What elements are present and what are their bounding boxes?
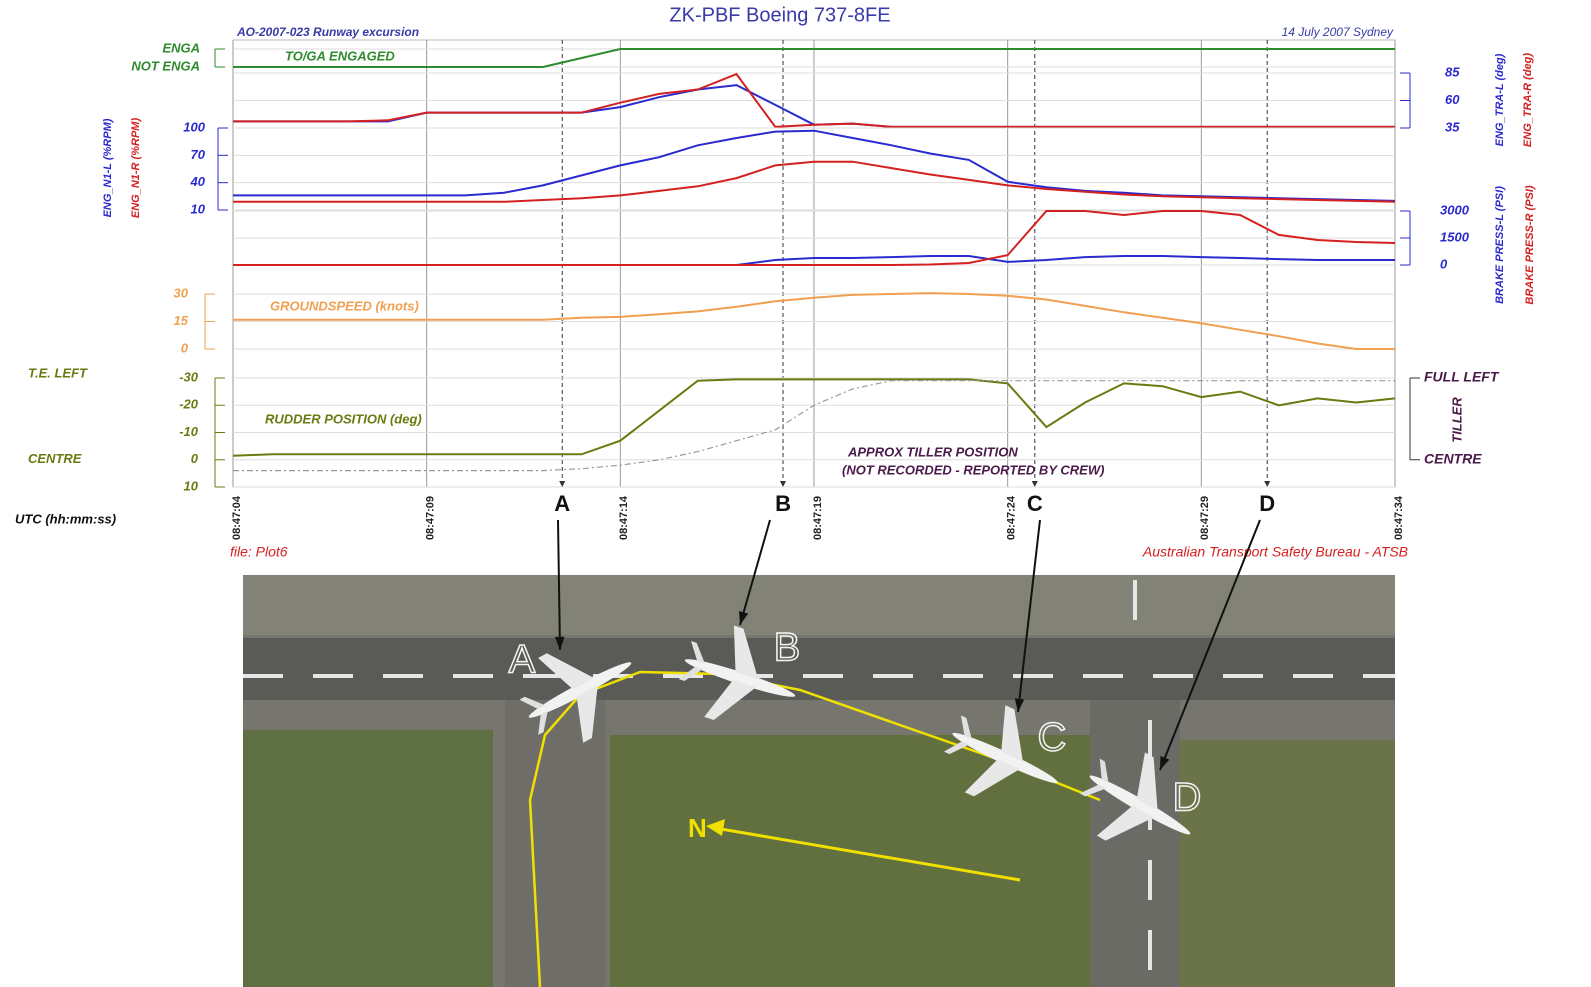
y-tick-label: 1500 [1440,229,1470,244]
photo-label: D [1173,776,1202,820]
series-name: ENG_N1-L (%RPM) [102,118,114,217]
event-marker [1264,481,1270,487]
y-tick-label: 10 [191,201,206,216]
aerial-photo [243,575,1395,987]
side-label: FULL LEFT [1424,369,1500,385]
annotation: (NOT RECORDED - REPORTED BY CREW) [842,462,1104,477]
axis-label: TILLER [1449,397,1464,443]
series-name: GROUNDSPEED (knots) [270,298,419,313]
photo-label: C [1038,716,1067,760]
event-marker [1032,481,1038,487]
y-tick-label: 0 [181,340,189,355]
footer: Australian Transport Safety Bureau - ATS… [1142,544,1408,560]
photo-label: B [774,626,801,670]
event-marker [780,481,786,487]
x-tick-label: 08:47:09 [425,496,437,540]
y-tick-label: 100 [183,119,205,134]
y-tick-label: 85 [1445,64,1460,79]
y-tick-label: 30 [174,285,189,300]
x-tick-label: 08:47:19 [812,496,824,540]
event-label: A [554,491,570,516]
event-label: C [1027,491,1043,516]
x-tick-label: 08:47:29 [1199,496,1211,540]
y-tick-label: 35 [1445,119,1460,134]
y-tick-label: NOT ENGA [131,58,200,73]
x-tick-label: 08:47:04 [231,495,243,540]
y-tick-label: ENGA [162,40,200,55]
y-tick-label: 60 [1445,92,1460,107]
series-name: BRAKE PRESS-L (PSI) [1494,186,1506,304]
subtitle: 14 July 2007 Sydney [1282,25,1394,39]
y-tick-label: 70 [191,147,206,162]
subtitle: AO-2007-023 Runway excursion [236,25,419,39]
event-label: D [1259,491,1275,516]
y-tick-label: -20 [179,397,199,412]
y-tick-label: 10 [184,478,199,493]
y-tick-label: -30 [179,369,199,384]
x-tick-label: 08:47:34 [1393,495,1405,540]
event-label: B [775,491,791,516]
photo-label: A [509,638,536,682]
series-name: ENG_TRA-L (deg) [1494,53,1506,146]
y-tick-label: 40 [190,174,206,189]
y-tick-label: 0 [191,451,199,466]
y-tick-label: -10 [179,424,199,439]
x-tick-label: 08:47:24 [1006,495,1018,540]
side-label: CENTRE [28,451,82,466]
y-tick-label: 0 [1440,256,1448,271]
x-tick-label: 08:47:14 [618,495,630,540]
series-name: APPROX TILLER POSITION [847,444,1018,459]
footer: file: Plot6 [230,544,288,560]
north-label: N [688,813,707,843]
y-tick-label: 15 [174,313,189,328]
event-marker [559,481,565,487]
side-label: CENTRE [1424,450,1482,466]
series-name: TO/GA ENGAGED [285,48,395,63]
series-name: ENG_TRA-R (deg) [1522,53,1534,147]
series-name: ENG_N1-R (%RPM) [130,118,142,219]
chart-title: ZK-PBF Boeing 737-8FE [669,4,890,26]
series-name: BRAKE PRESS-R (PSI) [1524,185,1536,305]
y-tick-label: 3000 [1440,202,1470,217]
series-name: RUDDER POSITION (deg) [265,411,422,426]
page: ZK-PBF Boeing 737-8FE AO-2007-023 Runway… [0,0,1591,987]
side-label: T.E. LEFT [28,365,88,380]
x-axis-label: UTC (hh:mm:ss) [15,511,116,526]
